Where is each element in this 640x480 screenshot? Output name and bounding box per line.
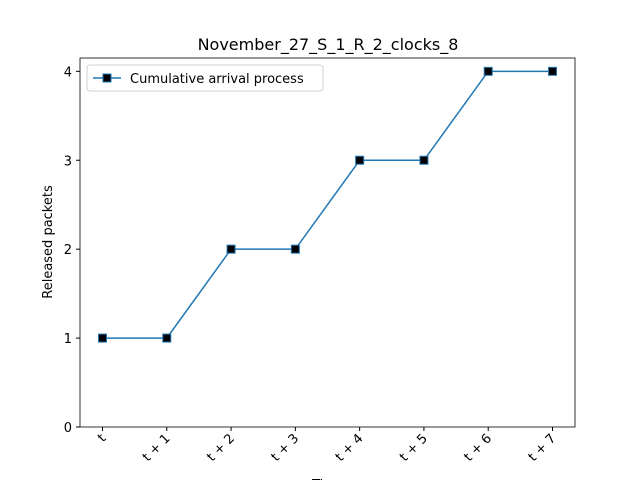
y-axis-label: Released packets <box>41 185 56 299</box>
marker <box>483 66 493 76</box>
y-tick-label: 3 <box>64 154 72 169</box>
x-axis-label: Time <box>311 478 344 480</box>
x-tick-label: t + 3 <box>269 431 303 465</box>
x-tick-label: t <box>95 431 109 445</box>
x-tick-label: t + 4 <box>333 431 367 465</box>
chart-title: November_27_S_1_R_2_clocks_8 <box>198 35 459 55</box>
y-tick-label: 1 <box>64 332 72 347</box>
legend-marker <box>102 73 112 83</box>
marker <box>98 333 107 343</box>
marker <box>355 155 365 165</box>
y-tick-label: 0 <box>64 421 72 436</box>
legend-label: Cumulative arrival process <box>130 72 304 87</box>
marker <box>419 155 429 165</box>
x-tick-label: t + 2 <box>204 431 238 465</box>
line <box>102 70 553 339</box>
legend-box <box>86 64 324 92</box>
marker <box>162 333 172 343</box>
x-tick-label: t + 5 <box>397 431 431 465</box>
marker <box>226 244 236 254</box>
y-tick-label: 2 <box>64 243 72 258</box>
x-tick-label: t + 1 <box>140 431 174 465</box>
y-tick-label: 4 <box>64 65 72 80</box>
x-tick-label: t + 7 <box>526 431 560 465</box>
plot-frame <box>79 57 576 428</box>
marker <box>548 66 557 76</box>
x-tick-label: t + 6 <box>461 431 495 465</box>
marker <box>290 244 300 254</box>
